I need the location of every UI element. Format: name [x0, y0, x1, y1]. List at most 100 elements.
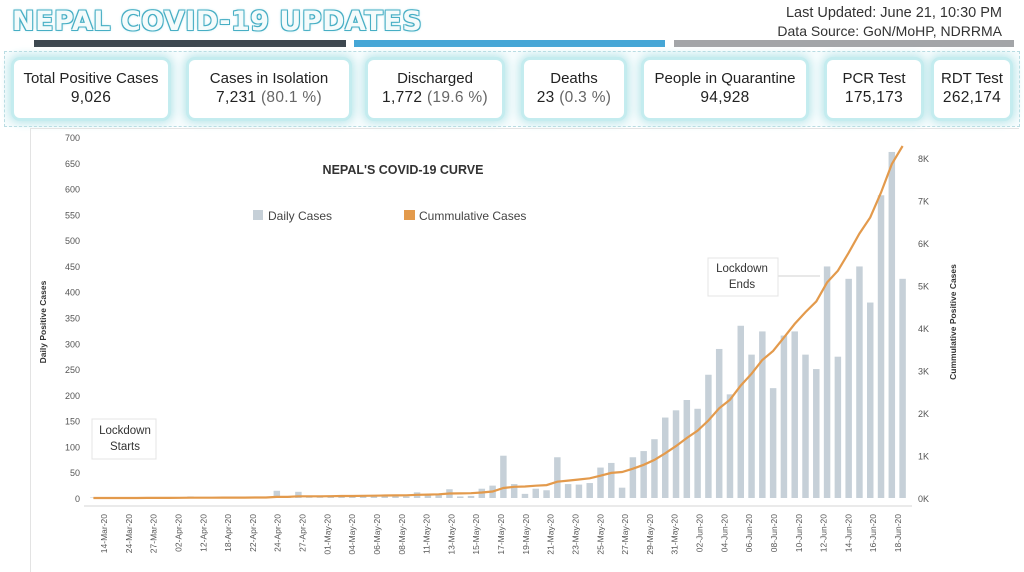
x-tick-label: 06-May-20 [372, 514, 382, 555]
y-tick-label: 650 [65, 159, 80, 169]
daily-bar [640, 451, 647, 498]
y2-tick-label: 5K [918, 282, 929, 292]
x-tick-label: 23-May-20 [570, 514, 580, 555]
card-rdt-test: RDT Test 262,174 [934, 60, 1010, 118]
legend: Daily Cases Cummulative Cases [253, 209, 526, 223]
x-tick-labels: 14-Mar-20 24-Mar-20 27-Mar-20 02-Apr-20 12-A… [99, 514, 903, 555]
x-tick-label: 29-May-20 [645, 514, 655, 555]
annotation-lockdown-starts: Lockdown Starts [91, 418, 157, 460]
y-tick-label: 350 [65, 314, 80, 324]
daily-bar [651, 439, 658, 498]
daily-bar [359, 496, 367, 498]
y-tick-label: 100 [65, 442, 80, 452]
legend-label-daily: Daily Cases [268, 209, 332, 223]
daily-bar [586, 483, 593, 498]
x-tick-label: 01-May-20 [322, 514, 332, 555]
legend-swatch-cumulative [404, 210, 415, 220]
daily-bar [349, 496, 356, 498]
card-value: 23 (0.3 %) [536, 89, 612, 106]
card-label: Deaths [550, 70, 598, 87]
x-tick-label: 27-Apr-20 [298, 514, 308, 552]
daily-bar [791, 331, 798, 498]
x-tick-label: 31-May-20 [670, 514, 680, 555]
x-tick-label: 19-May-20 [521, 514, 531, 555]
daily-bar [424, 495, 432, 498]
x-tick-label: 06-Jun-20 [744, 514, 754, 553]
x-tick-label: 15-May-20 [471, 514, 481, 555]
y-tick-label: 300 [65, 339, 80, 349]
y-tick-label: 500 [65, 236, 80, 246]
card-label: People in Quarantine [654, 70, 796, 87]
last-updated-text: Last Updated: June 21, 10:30 PM [785, 5, 1002, 21]
x-tick-label: 17-May-20 [496, 514, 506, 555]
daily-bar [435, 493, 442, 498]
daily-bar [769, 388, 777, 498]
card-discharged: Discharged 1,772 (19.6 %) [368, 60, 502, 118]
x-tick-label: 02-Apr-20 [173, 514, 183, 552]
x-tick-label: 08-May-20 [397, 514, 407, 555]
daily-bar [370, 495, 378, 498]
card-value: 9,026 [70, 89, 112, 106]
y2-tick-label: 4K [918, 324, 929, 334]
x-tick-label: 27-Mar-20 [149, 514, 159, 553]
y2-tick-label: 3K [918, 367, 929, 377]
card-label: Cases in Isolation [209, 70, 329, 87]
x-tick-label: 25-May-20 [595, 514, 605, 555]
annotation-lockdown-ends: Lockdown Ends [707, 257, 820, 297]
daily-bar [705, 374, 712, 498]
daily-bar [273, 490, 281, 498]
annotation-text-line: Starts [110, 441, 140, 453]
daily-bar [823, 266, 831, 498]
y2-axis-label: Cummulative Positive Cases [948, 264, 958, 380]
card-percent: (0.3 %) [559, 89, 612, 106]
y-tick-label: 700 [65, 133, 80, 143]
annotation-text-line: Lockdown [99, 425, 151, 437]
card-pcr-test: PCR Test 175,173 [827, 60, 921, 118]
x-tick-label: 14-Mar-20 [99, 514, 109, 553]
y-tick-label: 600 [65, 185, 80, 195]
card-percent: (19.6 %) [426, 89, 488, 106]
daily-bar [327, 496, 334, 498]
y-tick-label: 0 [75, 494, 80, 504]
x-tick-label: 04-Jun-20 [719, 514, 729, 553]
daily-bar [629, 457, 637, 498]
chart-panel [30, 128, 1019, 572]
legend-label-cumulative: Cummulative Cases [419, 209, 526, 223]
daily-bar [618, 487, 626, 498]
y-tick-label: 200 [65, 391, 80, 401]
daily-bar [543, 490, 550, 498]
card-percent: (80.1 %) [260, 89, 322, 106]
x-tick-label: 10-Jun-20 [794, 514, 804, 553]
daily-bar [888, 151, 896, 498]
daily-bar [521, 493, 529, 498]
daily-bar [564, 484, 572, 498]
card-value: 7,231 (80.1 %) [216, 89, 322, 106]
y-tick-label: 400 [65, 288, 80, 298]
daily-bar [392, 496, 399, 498]
x-tick-label: 04-May-20 [347, 514, 357, 555]
daily-bar [295, 491, 302, 498]
daily-bar [597, 467, 604, 498]
x-tick-label: 11-May-20 [422, 514, 432, 554]
y2-tick-label: 8K [918, 154, 929, 164]
daily-bar [608, 462, 615, 498]
card-value: 262,174 [942, 89, 1002, 106]
x-tick-label: 12-Apr-20 [198, 514, 208, 552]
daily-bar [662, 417, 669, 498]
x-tick-label: 21-May-20 [546, 514, 556, 555]
daily-bar [802, 354, 809, 498]
daily-bar [90, 497, 97, 498]
x-tick-label: 02-Jun-20 [695, 514, 705, 553]
y-tick-label: 550 [65, 210, 80, 220]
x-tick-label: 12-Jun-20 [819, 514, 829, 553]
y2-tick-label: 1K [918, 452, 929, 462]
card-label: RDT Test [941, 70, 1003, 87]
header-stripe-gray [674, 40, 1014, 47]
daily-bars [90, 151, 906, 499]
daily-bar [532, 488, 539, 498]
card-value: 94,928 [700, 89, 750, 106]
daily-bar [316, 497, 324, 498]
annotation-text-line: Lockdown [716, 263, 768, 275]
x-tick-label: 27-May-20 [620, 514, 630, 555]
y-tick-label: 250 [65, 365, 80, 375]
